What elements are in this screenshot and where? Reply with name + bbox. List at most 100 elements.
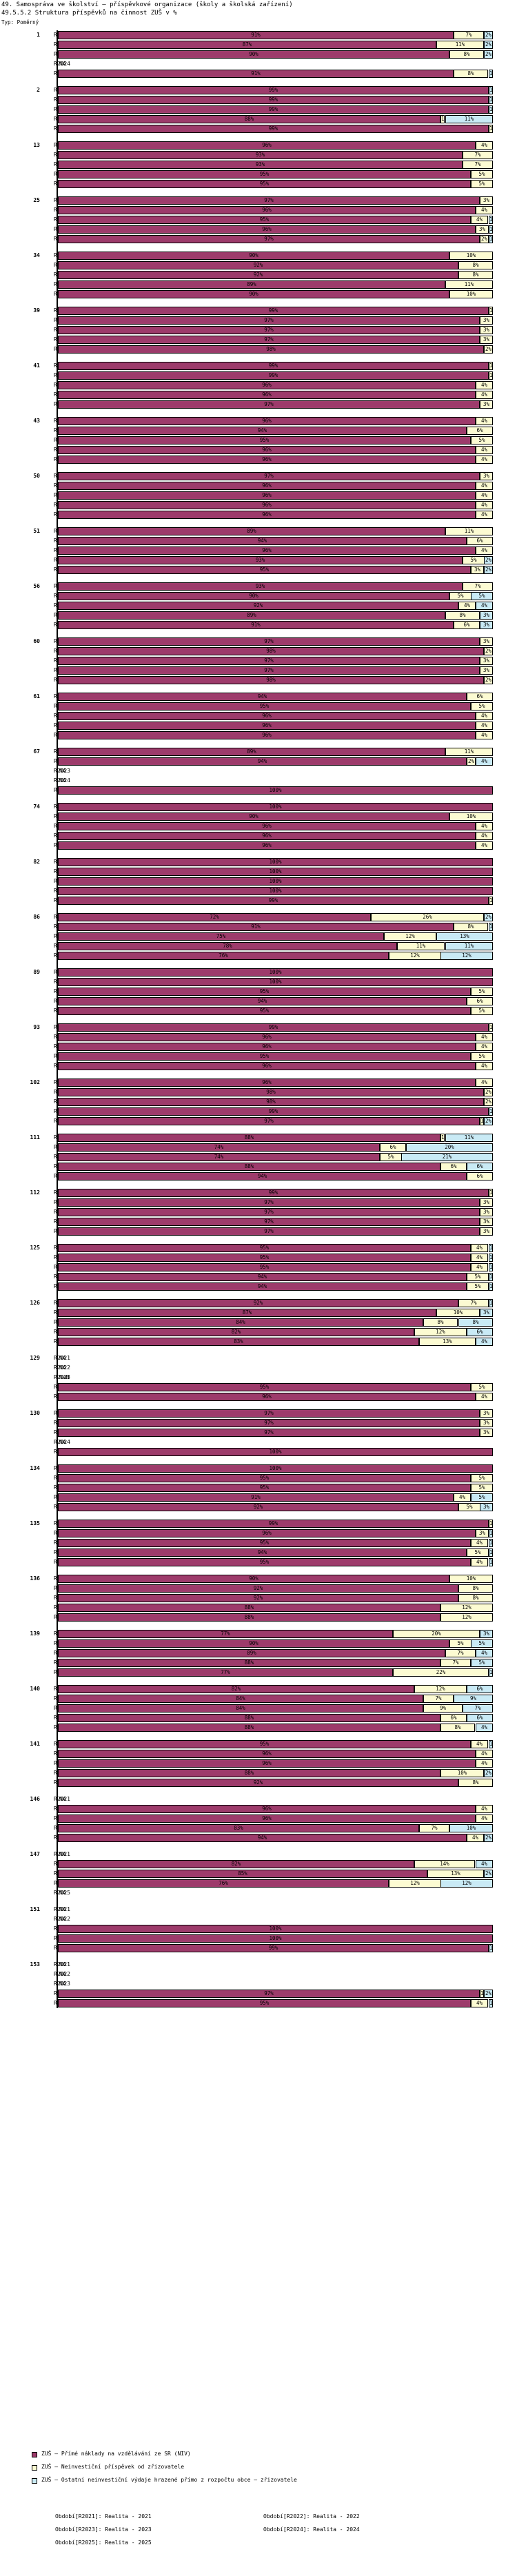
bar-segment[interactable]: 1%	[489, 70, 493, 78]
stacked-bar[interactable]: 96% 4%	[58, 1750, 493, 1758]
bar-segment[interactable]: 8%	[458, 1594, 493, 1602]
stacked-bar[interactable]: 100%	[58, 786, 493, 795]
bar-segment[interactable]: 96%	[58, 417, 476, 425]
bar-segment[interactable]: 11%	[445, 527, 493, 535]
bar-segment[interactable]: 99%	[58, 1520, 489, 1528]
bar-segment[interactable]: 93%	[58, 161, 463, 169]
stacked-bar[interactable]: 97% 3%	[58, 326, 493, 334]
stacked-bar[interactable]: 95% 5%	[58, 1383, 493, 1391]
bar-segment[interactable]: 1%	[489, 225, 493, 234]
bar-segment[interactable]: 4%	[476, 1759, 493, 1768]
stacked-bar[interactable]: 97% 3%	[58, 637, 493, 646]
bar-segment[interactable]: 2%	[467, 757, 476, 766]
bar-segment[interactable]: 87%	[58, 1309, 436, 1317]
bar-segment[interactable]: 14%	[414, 1860, 475, 1868]
bar-segment[interactable]: 85%	[58, 1870, 427, 1878]
bar-segment[interactable]: 1%	[489, 1254, 493, 1262]
bar-segment[interactable]: 91%	[58, 70, 454, 78]
bar-segment[interactable]: 12%	[440, 952, 493, 960]
stacked-bar[interactable]: 90% 10%	[58, 1575, 493, 1583]
bar-segment[interactable]: 1%	[489, 1244, 493, 1252]
bar-segment[interactable]: 11%	[445, 942, 493, 950]
bar-segment[interactable]: 6%	[467, 1714, 493, 1722]
bar-segment[interactable]: 26%	[371, 913, 484, 921]
bar-segment[interactable]: 4%	[476, 511, 493, 519]
stacked-bar[interactable]: 76% 12% 12%	[58, 1879, 493, 1888]
bar-segment[interactable]: 1%	[489, 1740, 493, 1748]
stacked-bar[interactable]: 98% 2%	[58, 345, 493, 354]
bar-segment[interactable]: 99%	[58, 1189, 489, 1197]
bar-segment[interactable]: 88%	[58, 1604, 440, 1612]
bar-segment[interactable]: 3%	[480, 611, 493, 620]
stacked-bar[interactable]: 96%3%1%	[58, 1529, 493, 1537]
stacked-bar[interactable]: 96% 4%	[58, 546, 493, 555]
bar-segment[interactable]: 76%	[58, 1879, 389, 1888]
stacked-bar[interactable]: 96% 4%	[58, 1393, 493, 1401]
bar-segment[interactable]: 83%	[58, 1338, 419, 1346]
stacked-bar[interactable]: 82% 12% 6%	[58, 1328, 493, 1336]
bar-segment[interactable]: 2%	[484, 41, 493, 49]
stacked-bar[interactable]: 96% 4%	[58, 712, 493, 720]
stacked-bar[interactable]: 96% 4%	[58, 482, 493, 490]
bar-segment[interactable]: 3%	[480, 666, 493, 675]
stacked-bar[interactable]: 95%4%1%	[58, 1539, 493, 1547]
bar-segment[interactable]: 4%	[471, 1254, 488, 1262]
bar-segment[interactable]: 4%	[476, 491, 493, 500]
stacked-bar[interactable]: 94% 6%	[58, 997, 493, 1005]
stacked-bar[interactable]: 91%8%1%	[58, 923, 493, 931]
bar-segment[interactable]: 94%	[58, 1282, 467, 1291]
stacked-bar[interactable]: 82% 12% 6%	[58, 1685, 493, 1693]
bar-segment[interactable]: 2%	[484, 345, 493, 354]
bar-segment[interactable]: 8%	[458, 1318, 493, 1327]
bar-segment[interactable]: 100%	[58, 1925, 493, 1933]
stacked-bar[interactable]: 91%8%1%	[58, 70, 493, 78]
bar-segment[interactable]: 96%	[58, 206, 476, 214]
bar-segment[interactable]: 2%	[484, 1117, 493, 1125]
bar-segment[interactable]: 96%	[58, 1815, 476, 1823]
stacked-bar[interactable]: 96% 4%	[58, 1815, 493, 1823]
bar-segment[interactable]: 5%	[463, 556, 485, 564]
bar-segment[interactable]: 10%	[449, 812, 493, 821]
stacked-bar[interactable]: 82% 14% 4%	[58, 1860, 493, 1868]
stacked-bar[interactable]: 96% 4%	[58, 1043, 493, 1051]
stacked-bar[interactable]: 99%1%	[58, 1023, 493, 1032]
bar-segment[interactable]: 6%	[467, 1163, 493, 1171]
stacked-bar[interactable]: 96% 4%	[58, 841, 493, 850]
bar-segment[interactable]: 4%	[476, 757, 493, 766]
bar-segment[interactable]: 100%	[58, 968, 493, 977]
bar-segment[interactable]: 97%	[58, 1227, 480, 1236]
stacked-bar[interactable]: 94% 6%	[58, 1172, 493, 1180]
bar-segment[interactable]: 7%	[463, 1704, 493, 1713]
bar-segment[interactable]: 84%	[58, 1318, 423, 1327]
bar-segment[interactable]: 3%	[480, 657, 493, 665]
bar-segment[interactable]: 94%	[58, 1548, 467, 1557]
bar-segment[interactable]: 99%	[58, 371, 489, 380]
bar-segment[interactable]: 3%	[480, 1227, 493, 1236]
bar-segment[interactable]: 3%	[480, 472, 493, 480]
bar-segment[interactable]: 96%	[58, 1079, 476, 1087]
bar-segment[interactable]: 10%	[440, 1769, 484, 1777]
bar-segment[interactable]: 3%	[480, 400, 493, 409]
stacked-bar[interactable]: 94% 6%	[58, 427, 493, 435]
stacked-bar[interactable]: 91% 7% 2%	[58, 31, 493, 39]
stacked-bar[interactable]: 97% 3%	[58, 1218, 493, 1226]
bar-segment[interactable]: 90%	[58, 252, 449, 260]
stacked-bar[interactable]: 77%22%1%	[58, 1668, 493, 1677]
bar-segment[interactable]: 90%	[58, 1639, 449, 1648]
bar-segment[interactable]: 96%	[58, 141, 476, 150]
bar-segment[interactable]: 4%	[476, 1815, 493, 1823]
bar-segment[interactable]: 2%	[484, 566, 493, 574]
bar-segment[interactable]: 5%	[471, 1383, 493, 1391]
bar-segment[interactable]: 72%	[58, 913, 371, 921]
stacked-bar[interactable]: 90% 8% 2%	[58, 50, 493, 59]
stacked-bar[interactable]: 89% 8% 3%	[58, 611, 493, 620]
bar-segment[interactable]: 4%	[476, 1724, 493, 1732]
bar-segment[interactable]: 100%	[58, 858, 493, 866]
bar-segment[interactable]: 5%	[471, 1493, 493, 1502]
bar-segment[interactable]: 96%	[58, 546, 476, 555]
bar-segment[interactable]: 4%	[476, 1338, 493, 1346]
stacked-bar[interactable]: 96% 4%	[58, 822, 493, 830]
bar-segment[interactable]: 5%	[467, 1548, 489, 1557]
stacked-bar[interactable]: 99%1%	[58, 371, 493, 380]
stacked-bar[interactable]: 88%1%11%	[58, 115, 493, 123]
